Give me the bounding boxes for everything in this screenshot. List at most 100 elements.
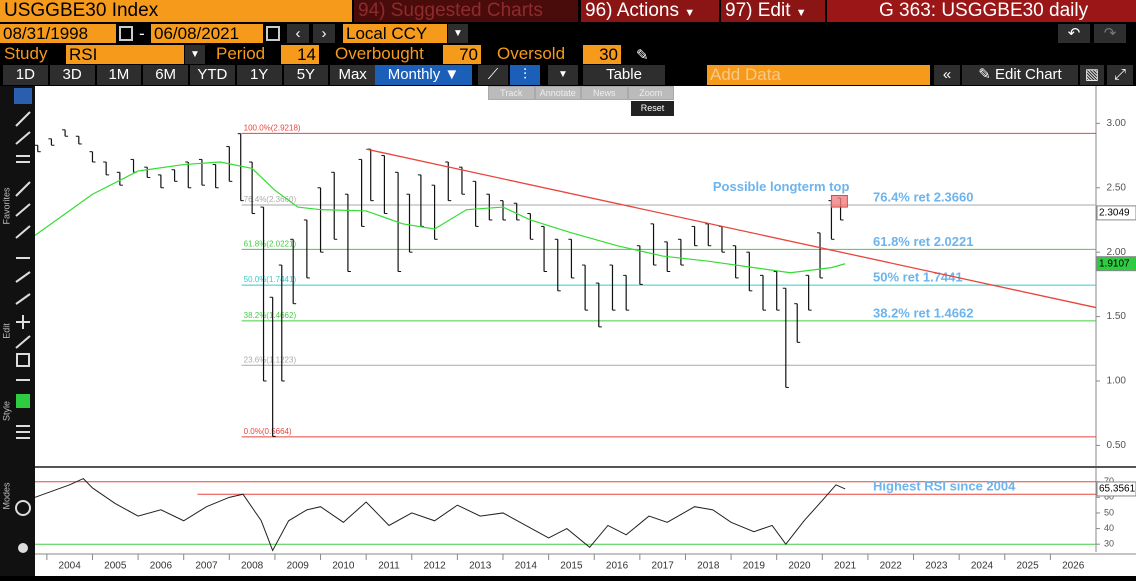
retracement-label: 50% ret 1.7441	[873, 270, 963, 285]
edit-chart-button[interactable]: ✎ Edit Chart	[962, 65, 1078, 85]
settings-icon[interactable]: ▧	[1080, 65, 1104, 85]
sidebar-label: Edit	[1, 323, 11, 339]
oversold-field[interactable]: 30	[583, 45, 621, 64]
calendar-icon[interactable]	[266, 26, 280, 41]
bar-icon[interactable]: ⫶	[510, 65, 540, 85]
x-tick-label: 2006	[150, 561, 173, 572]
line-icon[interactable]: ⟋	[478, 65, 508, 85]
retracement-label: 38.2% ret 1.4662	[873, 305, 973, 320]
redo-button[interactable]: ↷	[1094, 24, 1126, 43]
y-tick-label: 3.00	[1107, 118, 1127, 129]
currency-dropdown[interactable]: ▼	[448, 24, 468, 43]
x-tick-label: 2015	[560, 561, 583, 572]
actions-menu[interactable]: 96) Actions ▼	[581, 0, 719, 22]
x-tick-label: 2024	[971, 561, 994, 572]
y-tick-label: 1.00	[1107, 376, 1127, 387]
x-tick-label: 2008	[241, 561, 264, 572]
fib-label: 61.8%(2.0221)	[244, 239, 297, 248]
x-tick-label: 2026	[1062, 561, 1085, 572]
currency-field[interactable]: Local CCY	[343, 24, 447, 43]
tool-button[interactable]: Annotate	[535, 87, 580, 99]
security-field[interactable]: USGGBE30 Index	[0, 0, 352, 22]
range-button[interactable]: 6M	[143, 65, 188, 85]
rsi-line	[34, 477, 846, 552]
tool-button[interactable]: News	[582, 87, 627, 99]
add-data-field[interactable]: Add Data	[707, 65, 930, 85]
calendar-icon[interactable]	[119, 26, 133, 41]
retracement-label: 76.4% ret 2.3660	[873, 189, 973, 204]
chart: 0.50 1.00 1.50 2.00 2.50 3.00 100.0%(2.9218) 76…	[34, 86, 1136, 576]
overbought-field[interactable]: 70	[443, 45, 481, 64]
range-button[interactable]: 5Y	[283, 65, 329, 85]
chart-type-dropdown[interactable]: ▼	[548, 65, 578, 85]
undo-button[interactable]: ↶	[1058, 24, 1090, 43]
range-button[interactable]: 1M	[96, 65, 142, 85]
reset-button[interactable]: Reset	[631, 101, 674, 116]
pointer-tool[interactable]	[14, 88, 32, 104]
range-button[interactable]: Max	[330, 65, 375, 85]
color-swatch[interactable]	[16, 394, 30, 408]
moving-average	[34, 161, 846, 274]
next-button[interactable]: ›	[313, 24, 335, 43]
y-tick-label: 0.50	[1107, 440, 1127, 451]
value-label: 65.3561	[1099, 484, 1136, 495]
x-tick-label: 2019	[743, 561, 766, 572]
table-button[interactable]: Table	[583, 65, 665, 85]
x-tick-label: 2016	[606, 561, 629, 572]
edit-menu[interactable]: 97) Edit ▼	[721, 0, 825, 22]
mode-icon[interactable]	[15, 500, 31, 516]
overbought-label: Overbought	[335, 44, 424, 63]
x-tick-label: 2013	[469, 561, 492, 572]
x-tick-label: 2012	[423, 561, 446, 572]
value-box	[1096, 256, 1136, 272]
value-box	[1096, 205, 1136, 221]
range-button[interactable]: 1Y	[236, 65, 282, 85]
sidebar-icons: Favorites Edit Style Modes	[1, 88, 32, 553]
oversold-label: Oversold	[497, 44, 566, 63]
range-button[interactable]: 1D	[3, 65, 48, 85]
sidebar-label: Favorites	[1, 187, 11, 225]
actions-label: 96) Actions	[585, 0, 679, 21]
settings-icon[interactable]	[18, 543, 28, 553]
frequency-label: Monthly	[387, 66, 441, 83]
x-tick-label: 2011	[378, 561, 400, 572]
x-tick-label: 2021	[834, 561, 857, 572]
x-tick-label: 2018	[697, 561, 720, 572]
edit-label: 97) Edit	[725, 0, 791, 21]
frequency-button[interactable]: Monthly ▼	[375, 65, 472, 85]
trendline	[366, 148, 1097, 309]
y-tick-label: 40	[1104, 523, 1114, 533]
range-button[interactable]: 3D	[49, 65, 95, 85]
x-tick-label: 2005	[104, 561, 127, 572]
value-label: 1.9107	[1099, 258, 1130, 269]
tool-button[interactable]: Track	[489, 87, 534, 99]
tool-icons	[15, 111, 31, 439]
expand-icon[interactable]: ⤢	[1107, 65, 1133, 85]
sidebar-label: Modes	[1, 482, 11, 510]
suggested-charts[interactable]: 94) Suggested Charts	[354, 0, 578, 22]
pen-icon[interactable]: ✎	[636, 47, 649, 63]
fib-label: 0.0%(0.5664)	[244, 427, 292, 436]
period-label: Period	[216, 44, 266, 63]
value-box	[1096, 481, 1136, 497]
study-field[interactable]: RSI	[66, 45, 184, 64]
prev-button[interactable]: ‹	[287, 24, 309, 43]
study-dropdown[interactable]: ▼	[185, 45, 205, 64]
collapse-button[interactable]: «	[934, 65, 960, 85]
range-button[interactable]: YTD	[190, 65, 235, 85]
start-date[interactable]: 08/31/1998	[0, 24, 116, 43]
range-buttons: 1D 3D 1M 6M YTD 1Y 5Y Max	[3, 65, 375, 85]
y-tick-label: 70	[1104, 476, 1114, 486]
x-tick-label: 2004	[59, 561, 82, 572]
fib-label: 76.4%(2.3660)	[244, 195, 297, 204]
fib-label: 38.2%(1.4662)	[244, 311, 297, 320]
y-tick-label: 60	[1104, 492, 1114, 502]
tool-button[interactable]: Zoom	[628, 87, 673, 99]
annotation-text: Possible longterm top	[713, 179, 850, 194]
period-field[interactable]: 14	[281, 45, 319, 64]
end-date[interactable]: 06/08/2021	[151, 24, 263, 43]
y-tick-label: 1.50	[1107, 311, 1127, 322]
x-tick-label: 2007	[195, 561, 218, 572]
reference-label: Highest RSI since 2004	[873, 479, 1016, 494]
